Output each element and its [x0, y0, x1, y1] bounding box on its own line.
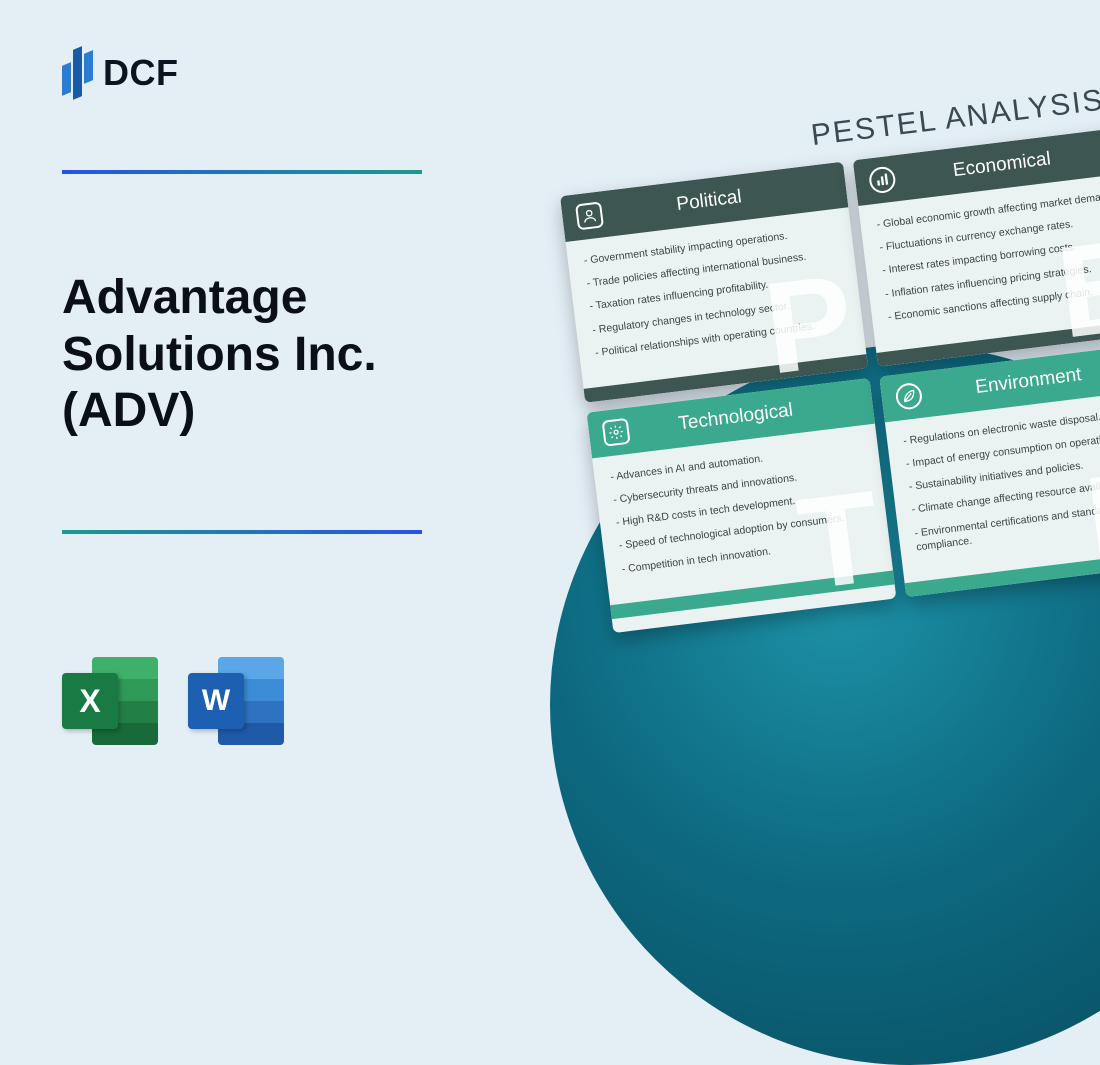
gear-icon [602, 418, 631, 447]
card-title: Environment [930, 356, 1100, 405]
divider-top [62, 170, 422, 174]
logo-icon [62, 48, 93, 98]
page-title: Advantage Solutions Inc. (ADV) [62, 270, 482, 440]
pestel-card: TechnologicalTAdvances in AI and automat… [586, 378, 896, 633]
logo-text: DCF [103, 52, 179, 94]
excel-icon: X [62, 653, 158, 749]
person-icon [575, 201, 604, 230]
bars-icon [868, 165, 897, 194]
pestel-card: EnvironmentERegulations on electronic wa… [879, 342, 1100, 597]
word-icon: W [188, 653, 284, 749]
pestel-board: PESTEL ANALYSIS PoliticalPGovernment sta… [554, 80, 1100, 633]
leaf-icon [894, 382, 923, 411]
divider-bottom [62, 530, 422, 534]
app-icons: X W [62, 653, 284, 749]
pestel-card: PoliticalPGovernment stability impacting… [560, 162, 868, 403]
pestel-card: EconomicalEGlobal economic growth affect… [853, 126, 1100, 367]
logo: DCF [62, 48, 179, 98]
